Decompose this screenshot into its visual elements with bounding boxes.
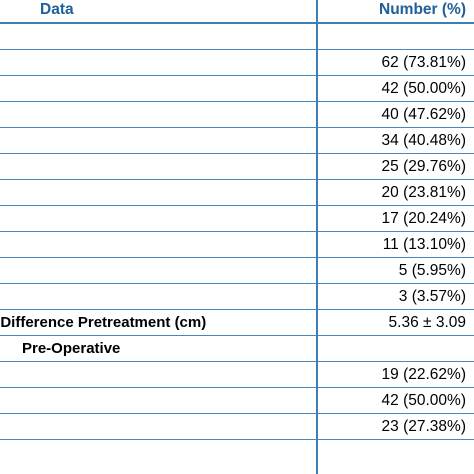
row-label <box>0 76 316 101</box>
table-row: 17 (20.24%) <box>0 206 474 232</box>
table-row: l Difference Pretreatment (cm) 5.36 ± 3.… <box>0 310 474 336</box>
row-label <box>0 388 316 413</box>
row-label: l Difference Pretreatment (cm) <box>0 310 316 335</box>
row-value: 25 (29.76%) <box>381 158 466 175</box>
row-label <box>0 258 316 283</box>
row-value: 23 (27.38%) <box>381 418 466 435</box>
table-row: 23 (27.38%) <box>0 414 474 440</box>
row-value: 42 (50.00%) <box>381 392 466 409</box>
row-value: 40 (47.62%) <box>381 106 466 123</box>
header-data: Data <box>40 1 74 18</box>
table-row: 3 (3.57%) <box>0 284 474 310</box>
row-label: Pre-Operative <box>0 336 316 361</box>
row-value: 5 (5.95%) <box>398 262 466 279</box>
row-label <box>0 362 316 387</box>
row-value: 62 (73.81%) <box>381 54 466 71</box>
table-row: 5 (5.95%) <box>0 258 474 284</box>
table-row: 11 (13.10%) <box>0 232 474 258</box>
table-row <box>0 24 474 50</box>
table-row: 34 (40.48%) <box>0 128 474 154</box>
row-label <box>0 154 316 179</box>
row-label <box>0 180 316 205</box>
row-label <box>0 50 316 75</box>
table-row: 42 (50.00%) <box>0 76 474 102</box>
row-value: 5.36 ± 3.09 <box>388 314 466 331</box>
row-value: 20 (23.81%) <box>381 184 466 201</box>
row-label-text: l Difference Pretreatment (cm) <box>0 314 207 331</box>
row-value: 3 (3.57%) <box>398 288 466 305</box>
header-number: Number (%) <box>379 1 466 18</box>
row-value: 17 (20.24%) <box>381 210 466 227</box>
row-value: 11 (13.10%) <box>382 236 466 253</box>
row-label-text: Pre-Operative <box>22 340 121 357</box>
column-divider <box>316 0 318 474</box>
table-row: 19 (22.62%) <box>0 362 474 388</box>
row-label <box>0 206 316 231</box>
row-label <box>0 284 316 309</box>
row-label <box>0 24 316 49</box>
table-row: 42 (50.00%) <box>0 388 474 414</box>
row-value: 34 (40.48%) <box>381 132 466 149</box>
row-label <box>0 414 316 439</box>
row-label <box>0 232 316 257</box>
row-value: 42 (50.00%) <box>381 80 466 97</box>
table-row: 20 (23.81%) <box>0 180 474 206</box>
row-value: 19 (22.62%) <box>381 366 466 383</box>
table-row: 25 (29.76%) <box>0 154 474 180</box>
table-row: 40 (47.62%) <box>0 102 474 128</box>
row-label <box>0 128 316 153</box>
table-row: Pre-Operative <box>0 336 474 362</box>
table-row: 62 (73.81%) <box>0 50 474 76</box>
table-header-row: Data Number (%) <box>0 0 474 24</box>
row-label <box>0 102 316 127</box>
